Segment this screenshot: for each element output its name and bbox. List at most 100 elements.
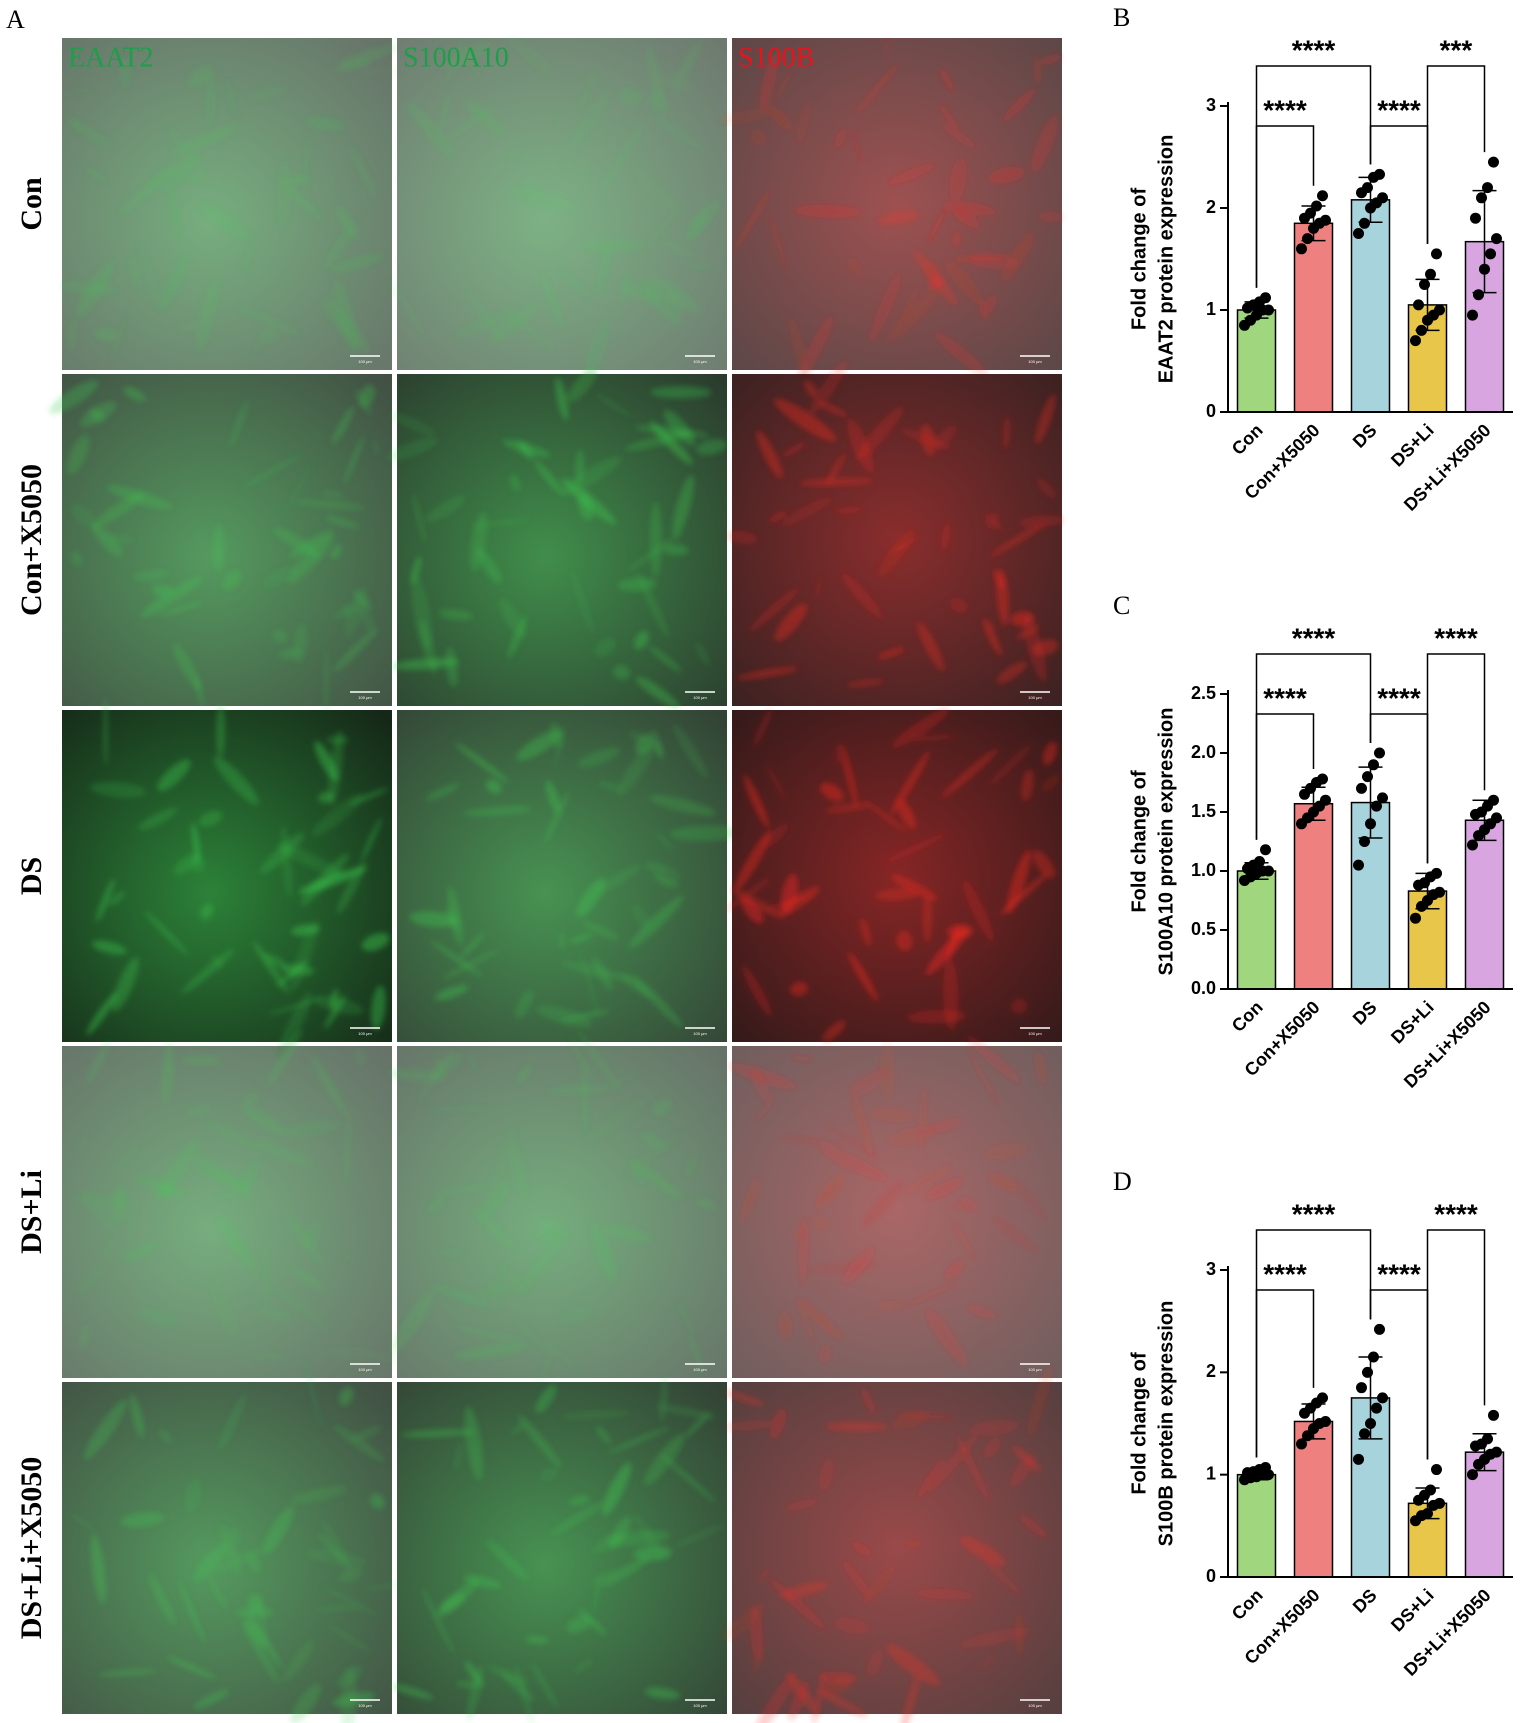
cell bbox=[920, 423, 936, 456]
cell bbox=[240, 1159, 260, 1196]
cell bbox=[879, 1042, 895, 1099]
cell bbox=[392, 1684, 434, 1700]
cell bbox=[1027, 1364, 1053, 1437]
cell bbox=[369, 1493, 385, 1510]
cell bbox=[514, 989, 534, 1019]
cell bbox=[425, 1106, 491, 1112]
cell bbox=[819, 1345, 831, 1363]
cell bbox=[86, 166, 106, 184]
cell bbox=[660, 1453, 717, 1503]
micrograph-bg bbox=[397, 1382, 727, 1714]
cell bbox=[644, 1687, 680, 1700]
cell bbox=[754, 1094, 777, 1123]
cell bbox=[886, 1644, 941, 1686]
cell bbox=[768, 511, 788, 523]
cell bbox=[159, 601, 204, 616]
cell bbox=[463, 806, 532, 817]
cell bbox=[290, 1267, 326, 1291]
cell bbox=[595, 864, 642, 894]
cell bbox=[280, 964, 315, 976]
cell bbox=[209, 1578, 228, 1611]
cell bbox=[455, 742, 510, 784]
significance-label: *** bbox=[1440, 34, 1473, 65]
cell bbox=[331, 253, 385, 273]
cell bbox=[339, 44, 399, 67]
cell bbox=[851, 127, 862, 166]
cell bbox=[731, 889, 785, 919]
cell bbox=[186, 1104, 211, 1116]
cell bbox=[903, 1281, 961, 1307]
cell bbox=[291, 924, 320, 936]
bar bbox=[1293, 802, 1334, 990]
data-point bbox=[1254, 856, 1265, 868]
cell bbox=[578, 1608, 607, 1636]
cell bbox=[144, 910, 189, 956]
cell bbox=[410, 555, 422, 585]
cell bbox=[967, 1304, 997, 1319]
cell bbox=[736, 667, 799, 680]
cell bbox=[949, 157, 967, 202]
cells bbox=[73, 1028, 401, 1363]
row-label: DS+Li bbox=[15, 1170, 48, 1254]
cell bbox=[922, 893, 933, 943]
micrograph: 100 μm bbox=[59, 38, 401, 370]
cell bbox=[277, 843, 344, 878]
cell bbox=[1003, 88, 1036, 122]
cell bbox=[502, 439, 551, 458]
cell bbox=[251, 331, 268, 355]
cell bbox=[523, 180, 541, 201]
cell bbox=[896, 930, 913, 952]
cell bbox=[253, 1140, 315, 1167]
y-axis-label: Fold change of bbox=[1128, 770, 1150, 913]
cell bbox=[372, 439, 380, 456]
data-point bbox=[1296, 243, 1307, 255]
cell bbox=[438, 609, 474, 621]
cell bbox=[907, 1009, 967, 1024]
stain-label: EAAT2 bbox=[68, 42, 154, 73]
data-point bbox=[1410, 912, 1421, 924]
cell bbox=[343, 436, 364, 485]
cell bbox=[571, 571, 594, 634]
cell bbox=[950, 597, 968, 613]
cell bbox=[454, 1442, 463, 1472]
cell bbox=[67, 434, 90, 475]
cell bbox=[322, 1586, 380, 1617]
cell bbox=[95, 878, 115, 923]
cell bbox=[445, 647, 458, 688]
data-point bbox=[1416, 324, 1427, 336]
cell bbox=[225, 80, 238, 120]
cell bbox=[611, 119, 645, 180]
y-tick-label: 0 bbox=[1206, 401, 1216, 421]
x-tick-label: Con bbox=[1228, 1585, 1267, 1624]
cell bbox=[333, 1424, 386, 1463]
cell bbox=[252, 941, 289, 994]
cell bbox=[137, 1308, 180, 1327]
cell bbox=[426, 1197, 446, 1214]
cell bbox=[132, 569, 170, 581]
cells bbox=[388, 36, 721, 379]
significance-label: **** bbox=[1292, 622, 1336, 653]
cell bbox=[506, 312, 558, 351]
cell bbox=[891, 874, 939, 901]
cell bbox=[118, 56, 131, 89]
cell bbox=[160, 254, 188, 311]
significance-bracket bbox=[1426, 653, 1486, 864]
cell bbox=[928, 1434, 978, 1493]
bar bbox=[1236, 1473, 1277, 1578]
scale-bar-label: 100 μm bbox=[693, 1703, 707, 1708]
cell bbox=[953, 255, 1008, 262]
cell bbox=[669, 825, 741, 842]
cell bbox=[290, 1683, 321, 1723]
cell bbox=[138, 807, 178, 831]
cell bbox=[684, 1411, 711, 1438]
cell bbox=[354, 1048, 367, 1067]
cell bbox=[447, 886, 463, 945]
cell bbox=[157, 759, 191, 792]
cell bbox=[883, 832, 948, 864]
cell bbox=[905, 1539, 923, 1549]
cell bbox=[686, 1155, 696, 1178]
cell bbox=[536, 1005, 593, 1028]
cell bbox=[835, 506, 862, 514]
cell bbox=[502, 149, 531, 162]
cell bbox=[216, 705, 226, 758]
